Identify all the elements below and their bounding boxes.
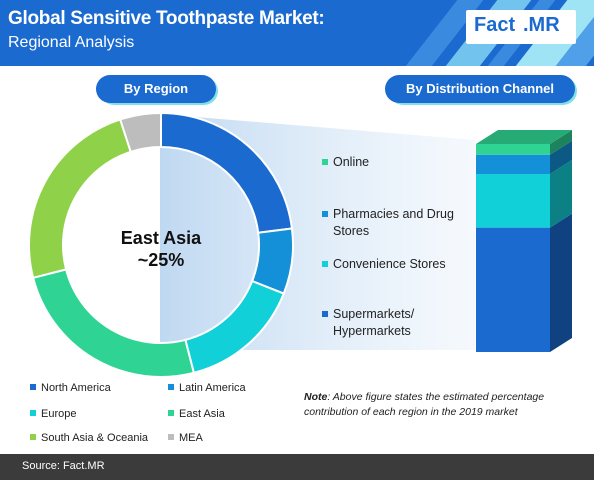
channel-legend-swatch — [322, 261, 328, 267]
page-subtitle: Regional Analysis — [8, 34, 135, 51]
region-legend-europe: Europe — [30, 408, 76, 420]
note-text: : Above figure states the estimated perc… — [304, 391, 545, 418]
bar-segment-convenience-stores — [476, 174, 550, 228]
legend-swatch — [30, 434, 36, 440]
legend-label: Latin America — [179, 382, 246, 394]
region-legend-latin-america: Latin America — [168, 382, 246, 394]
bar-segment-pharmacies-and-drug-stores — [476, 154, 550, 175]
channel-legend-convenience: Convenience Stores — [322, 256, 483, 273]
donut-center-value: ~25% — [138, 250, 185, 270]
header-banner: Global Sensitive Toothpaste Market: Regi… — [0, 0, 594, 66]
donut-slice-south-asia-oceania — [28, 118, 132, 280]
bar-segment-side-supermarkets-hypermarkets — [550, 213, 572, 352]
channel-legend-pharmacies: Pharmacies and Drug Stores — [322, 206, 473, 240]
region-legend-south-asia-oceania: South Asia & Oceania — [30, 432, 148, 444]
channel-legend-swatch — [322, 311, 328, 317]
legend-swatch — [168, 410, 174, 416]
donut-center-label: East Asia — [121, 228, 202, 248]
bar-segment-online — [476, 144, 550, 155]
legend-label: Europe — [41, 408, 77, 420]
bar-top-face — [476, 130, 572, 144]
factmr-logo: Fact .MR — [466, 10, 576, 44]
page-title: Global Sensitive Toothpaste Market: — [8, 8, 325, 29]
channel-legend-supermarkets: Supermarkets/ Hypermarkets — [322, 306, 433, 340]
legend-swatch — [168, 384, 174, 390]
legend-swatch — [30, 410, 36, 416]
legend-label: East Asia — [179, 408, 225, 420]
legend-label: South Asia & Oceania — [41, 432, 149, 444]
region-legend-east-asia: East Asia — [168, 408, 225, 420]
bar-segment-side-pharmacies-and-drug-stores — [550, 140, 572, 175]
region-legend-mea: MEA — [168, 432, 203, 444]
bar-segment-side-online — [550, 130, 572, 155]
channel-legend-label: Pharmacies and Drug Stores — [333, 207, 454, 238]
donut-slice-mea — [118, 111, 162, 154]
channel-legend-label: Online — [333, 155, 370, 169]
bar-segment-side-convenience-stores — [550, 160, 572, 228]
logo-text-fact: Fact — [474, 14, 516, 36]
channel-label: By Distribution Channel — [385, 75, 575, 103]
channel-legend-label: Convenience Stores — [333, 257, 446, 271]
legend-label: MEA — [179, 432, 203, 444]
channel-legend-online: Online — [322, 154, 483, 171]
footer-bar: Source: Fact.MR — [0, 454, 594, 480]
legend-swatch — [30, 384, 36, 390]
region-legend-north-america: North America — [30, 382, 111, 394]
channel-legend-swatch — [322, 211, 328, 217]
legend-swatch — [168, 434, 174, 440]
note-bold: Note — [304, 391, 328, 403]
legend-label: North America — [41, 382, 111, 394]
region-label: By Region — [96, 75, 216, 103]
chart-note: Note: Above figure states the estimated … — [304, 390, 584, 420]
channel-legend-label: Supermarkets/ Hypermarkets — [333, 307, 415, 338]
footer-source: Source: Fact.MR — [22, 460, 105, 472]
logo-text-mr: .MR — [523, 14, 560, 36]
channel-legend-swatch — [322, 159, 328, 165]
bar-segment-supermarkets-hypermarkets — [476, 227, 550, 352]
